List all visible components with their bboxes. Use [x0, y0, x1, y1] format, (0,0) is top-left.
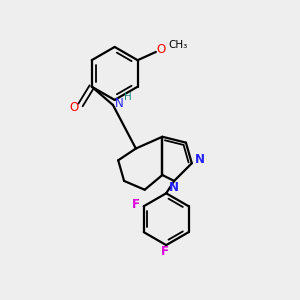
Text: F: F — [161, 245, 169, 258]
Text: CH₃: CH₃ — [168, 40, 188, 50]
Text: O: O — [157, 43, 166, 56]
Text: H: H — [124, 92, 132, 102]
Text: O: O — [69, 101, 79, 114]
Text: N: N — [169, 181, 179, 194]
Text: N: N — [115, 97, 124, 110]
Text: N: N — [195, 153, 205, 166]
Text: F: F — [131, 198, 140, 211]
